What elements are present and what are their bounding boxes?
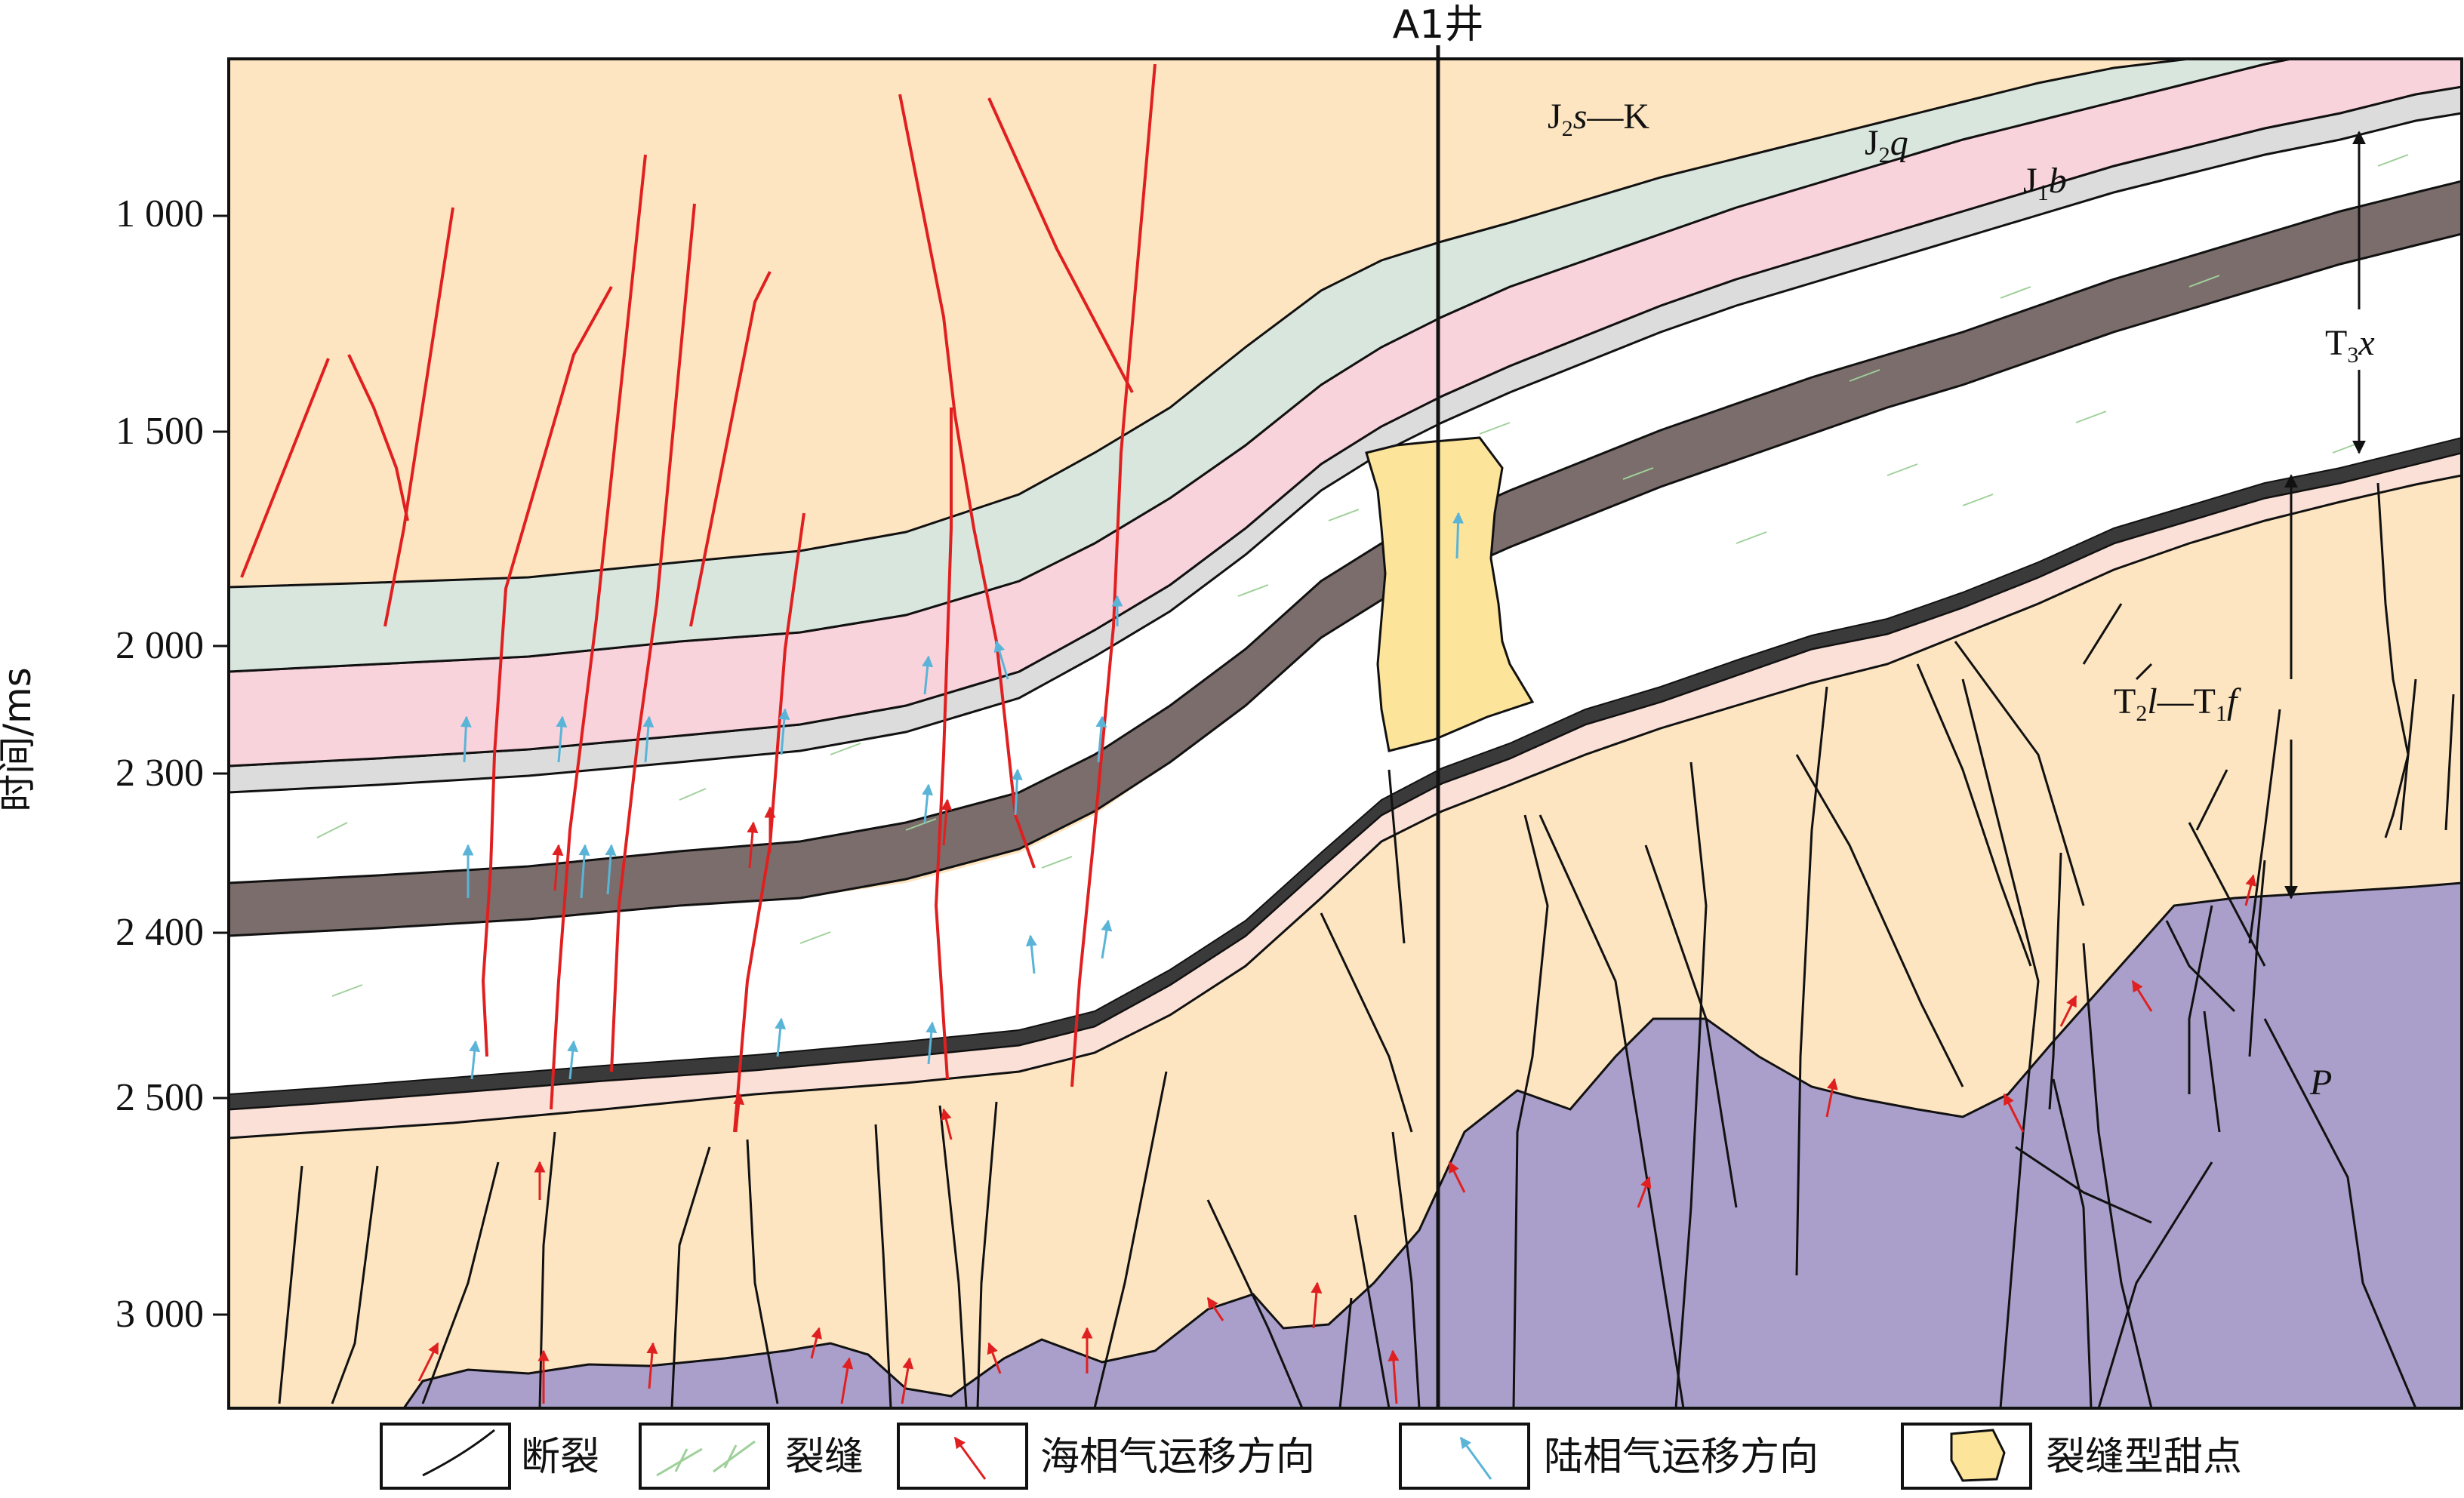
- y-axis: 1 000 1 500 2 000 2 300 2 400 2 500 3 00…: [0, 192, 229, 1336]
- legend-continental-label: 陆相气运移方向: [1544, 1435, 1819, 1480]
- section-body: [229, 59, 2462, 1408]
- y-tick-3000: 3 000: [116, 1293, 204, 1336]
- layer-coal-middle: [229, 180, 2462, 937]
- label-j2s-k: J2s—K: [1548, 97, 1649, 141]
- section-frame: [227, 57, 2463, 1410]
- marine-faults-red: [240, 63, 1157, 1133]
- layer-j2q: [229, 59, 2297, 673]
- fracture-icon: [656, 1440, 756, 1477]
- legend-marine-box: [897, 1423, 1028, 1490]
- legend-sweet-label: 裂缝型甜点: [2046, 1435, 2242, 1480]
- y-axis-title: 时间/ms: [0, 667, 39, 812]
- layer-coal-lower: [229, 436, 2462, 1111]
- y-tick-2400: 2 400: [116, 911, 204, 954]
- marine-gas-arrows: [417, 798, 2257, 1404]
- label-t2l-t1f: T2l—T1f: [2114, 681, 2241, 726]
- thickness-arrows: [2284, 131, 2366, 900]
- layer-t3x-upper: [229, 113, 2462, 921]
- y-tick-1500: 1 500: [116, 410, 204, 453]
- fractures-green: [316, 154, 2409, 997]
- layer-t3x: [229, 204, 2462, 1094]
- label-j1b: J1b: [2023, 161, 2067, 205]
- y-tick-2000: 2 000: [116, 624, 204, 667]
- y-tick-1000: 1 000: [116, 192, 204, 235]
- fault-icon: [422, 1429, 495, 1477]
- legend-fracture-box: [639, 1423, 770, 1490]
- label-p: P: [2309, 1063, 2332, 1103]
- y-tick-2300: 2 300: [116, 752, 204, 795]
- legend-fracture-label: 裂缝: [785, 1435, 864, 1480]
- y-tick-2500: 2 500: [116, 1076, 204, 1119]
- continental-gas-arrows: [460, 512, 1465, 1080]
- formation-labels: J2s—K J2q J1b T3x T2l—T1f P: [1548, 97, 2375, 1103]
- legend: 断裂 裂缝 海相气运移方向 陆相气运移方向 裂缝型甜点: [380, 1423, 2242, 1490]
- legend-marine-label: 海相气运移方向: [1040, 1435, 1315, 1480]
- label-t3x: T3x: [2325, 323, 2375, 368]
- continental-gas-arrow-icon: [1459, 1436, 1492, 1480]
- label-j2q: J2q: [1865, 123, 1908, 168]
- faults-black: [278, 482, 2455, 1408]
- well-label: A1井: [1393, 2, 1484, 48]
- legend-fault-label: 断裂: [521, 1435, 599, 1480]
- layer-permian: [402, 881, 2462, 1408]
- sweet-spot-polygon: [1365, 436, 1535, 752]
- legend-continental-box: [1399, 1423, 1530, 1490]
- marine-gas-arrow-icon: [953, 1436, 987, 1480]
- sweet-spot-icon: [1950, 1429, 2006, 1482]
